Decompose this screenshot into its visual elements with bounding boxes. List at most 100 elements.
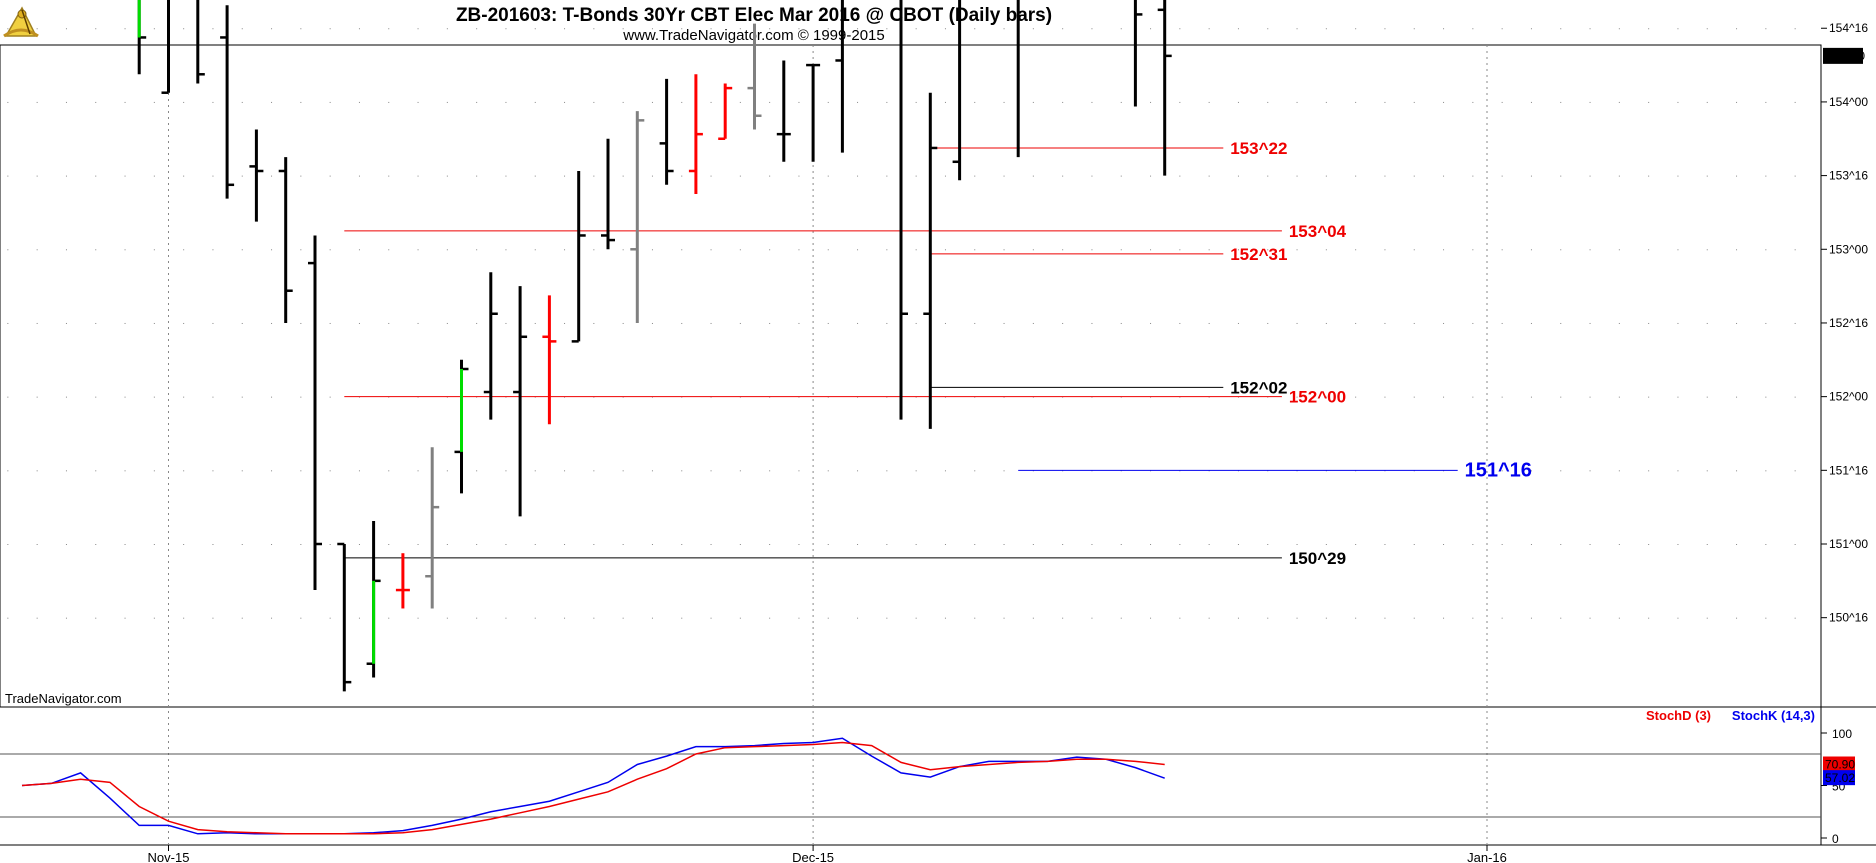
grid-dot: [329, 617, 331, 619]
grid-dot: [300, 617, 302, 619]
grid-dot: [1267, 249, 1269, 251]
grid-dot: [915, 470, 917, 472]
grid-dot: [1325, 322, 1327, 324]
grid-dot: [944, 249, 946, 251]
grid-dot: [300, 249, 302, 251]
grid-dot: [358, 322, 360, 324]
level-label: 154^24: [1201, 0, 1259, 1]
grid-dot: [1765, 28, 1767, 30]
grid-dot: [1472, 470, 1474, 472]
grid-dot: [446, 28, 448, 30]
grid-dot: [358, 28, 360, 30]
grid-dot: [1062, 101, 1064, 103]
grid-dot: [1384, 249, 1386, 251]
grid-dot: [1560, 101, 1562, 103]
grid-dot: [358, 101, 360, 103]
grid-dot: [1150, 175, 1152, 177]
grid-dot: [1384, 322, 1386, 324]
grid-dot: [1648, 396, 1650, 398]
grid-dot: [534, 470, 536, 472]
grid-dot: [1794, 249, 1796, 251]
last-price-tag: [1823, 47, 1863, 64]
grid-dot: [1091, 322, 1093, 324]
grid-dot: [1736, 28, 1738, 30]
grid-dot: [1501, 617, 1503, 619]
grid-dot: [505, 249, 507, 251]
grid-dot: [681, 175, 683, 177]
grid-dot: [183, 470, 185, 472]
grid-dot: [241, 470, 243, 472]
grid-dot: [1589, 249, 1591, 251]
grid-dot: [271, 249, 273, 251]
level-label: 153^04: [1289, 222, 1347, 241]
grid-dot: [1501, 249, 1503, 251]
grid-dot: [681, 249, 683, 251]
grid-dot: [417, 617, 419, 619]
grid-dot: [212, 101, 214, 103]
grid-dot: [769, 28, 771, 30]
grid-dot: [417, 322, 419, 324]
grid-dot: [1530, 544, 1532, 545]
grid-dot: [1677, 249, 1679, 251]
grid-dot: [446, 544, 448, 545]
legend-stochd: StochD (3): [1646, 708, 1711, 723]
grid-dot: [358, 617, 360, 619]
grid-dot: [476, 28, 478, 30]
grid-dot: [1618, 175, 1620, 177]
grid-dot: [1472, 175, 1474, 177]
grid-dot: [183, 322, 185, 324]
grid-dot: [300, 470, 302, 472]
grid-dot: [300, 175, 302, 177]
grid-dot: [564, 28, 566, 30]
grid-dot: [1443, 101, 1445, 103]
grid-dot: [1765, 617, 1767, 619]
grid-dot: [388, 101, 390, 103]
grid-dot: [388, 175, 390, 177]
indicator-lines: [21, 737, 1165, 835]
grid-dot: [1413, 28, 1415, 30]
price-tick-label: 151^00: [1829, 537, 1868, 551]
grid-dot: [1413, 617, 1415, 619]
grid-dot: [1062, 617, 1064, 619]
grid-dot: [857, 322, 859, 324]
grid-dot: [7, 322, 9, 324]
grid-dot: [1706, 617, 1708, 619]
grid-dot: [1120, 617, 1122, 619]
grid-dot: [1091, 617, 1093, 619]
grid-dot: [1472, 28, 1474, 30]
ohlc-bar: [1157, 0, 1172, 176]
grid-dot: [1032, 28, 1034, 30]
grid-dot: [622, 544, 624, 545]
grid-dot: [329, 396, 331, 398]
grid-dot: [1355, 175, 1357, 177]
grid-dot: [534, 249, 536, 251]
grid-dot: [564, 544, 566, 545]
grid-dot: [886, 322, 888, 324]
grid-dot: [505, 101, 507, 103]
grid-dot: [124, 396, 126, 398]
ohlc-bar: [952, 0, 962, 181]
grid-dot: [65, 101, 67, 103]
grid-dot: [65, 175, 67, 177]
grid-dot: [183, 175, 185, 177]
grid-dot: [1208, 175, 1210, 177]
grid-dot: [769, 544, 771, 545]
grid-dot: [446, 322, 448, 324]
price-tick-label: 154^16: [1829, 21, 1868, 35]
grid-dot: [7, 396, 9, 398]
ohlc-bar: [337, 542, 352, 692]
grid-dot: [1208, 101, 1210, 103]
grid-dot: [1325, 175, 1327, 177]
date-label: Jan-16: [1467, 850, 1507, 863]
grid-dot: [446, 175, 448, 177]
grid-dot: [1648, 544, 1650, 545]
grid-dot: [7, 175, 9, 177]
grid-dot: [769, 470, 771, 472]
grid-dot: [1296, 28, 1298, 30]
grid-dot: [1677, 175, 1679, 177]
grid-dot: [1677, 544, 1679, 545]
grid-dot: [1120, 28, 1122, 30]
grid-dot: [212, 28, 214, 30]
grid-dot: [739, 28, 741, 30]
